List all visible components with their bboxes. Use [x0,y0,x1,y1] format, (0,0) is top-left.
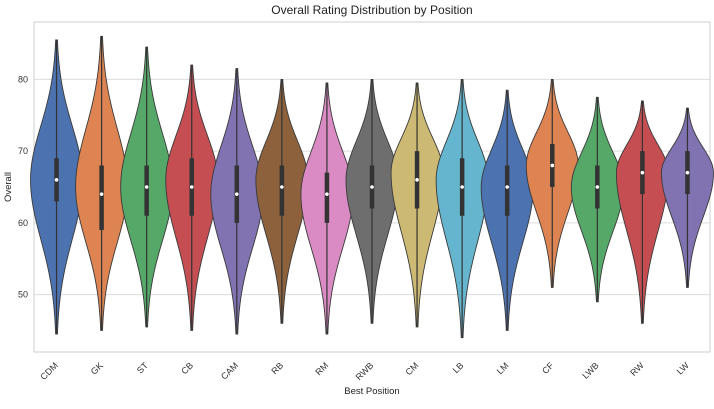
violin-lm [480,89,534,331]
violin-rw [615,100,669,324]
x-tick-label: LB [451,360,466,375]
x-tick-label: LM [495,360,511,376]
violin-cb [165,64,219,331]
x-tick-label: LWB [580,360,600,380]
violins [30,35,714,339]
violin-rwb [345,78,399,324]
x-tick-label: CAM [219,360,240,381]
x-ticks: CDM GK ST CB CAM RB RM RWB CM LB LM CF LWB RW LW [38,360,691,382]
x-tick-label: CF [540,360,556,376]
violin-cf [525,78,579,288]
x-tick-label: RB [269,360,285,376]
violin-median [595,185,600,189]
violin-median [640,170,645,175]
x-tick-label: RM [313,360,330,377]
violin-median [144,185,149,189]
violin-median [189,185,194,189]
x-tick-label: RWB [354,360,376,382]
y-tick-label: 50 [18,290,28,300]
violin-lwb [570,96,624,303]
violin-median [460,185,464,189]
violin-rm [300,82,354,335]
x-tick-label: ST [135,360,151,376]
y-ticks: 50 60 70 80 [18,74,28,299]
x-tick-label: CM [404,360,421,377]
violin-median [370,185,374,189]
y-tick-label: 70 [18,146,28,156]
violin-median [505,185,510,189]
violin-median [99,192,104,196]
x-tick-label: RW [628,360,646,378]
x-tick-label: GK [89,360,105,376]
chart-title: Overall Rating Distribution by Position [271,3,472,17]
violin-lb [435,78,489,339]
violin-st [120,46,174,328]
violin-lw [661,107,714,288]
violin-cm [390,82,444,328]
y-tick-label: 60 [18,218,28,228]
violin-median [550,163,555,168]
x-tick-label: LW [675,360,692,377]
violin-median [685,170,690,175]
violin-gk [75,35,129,331]
violin-median [415,178,419,182]
violin-median [280,185,284,189]
violin-median [235,192,239,196]
x-tick-label: CB [179,360,195,376]
y-tick-label: 80 [18,74,28,84]
violin-median [54,178,59,182]
violin-median [325,192,329,196]
violin-cdm [30,39,83,335]
y-axis-label: Overall [3,172,14,202]
x-axis-label: Best Position [344,386,399,397]
violin-cam [210,68,264,335]
violin-rb [255,78,309,324]
x-tick-label: CDM [38,360,60,382]
